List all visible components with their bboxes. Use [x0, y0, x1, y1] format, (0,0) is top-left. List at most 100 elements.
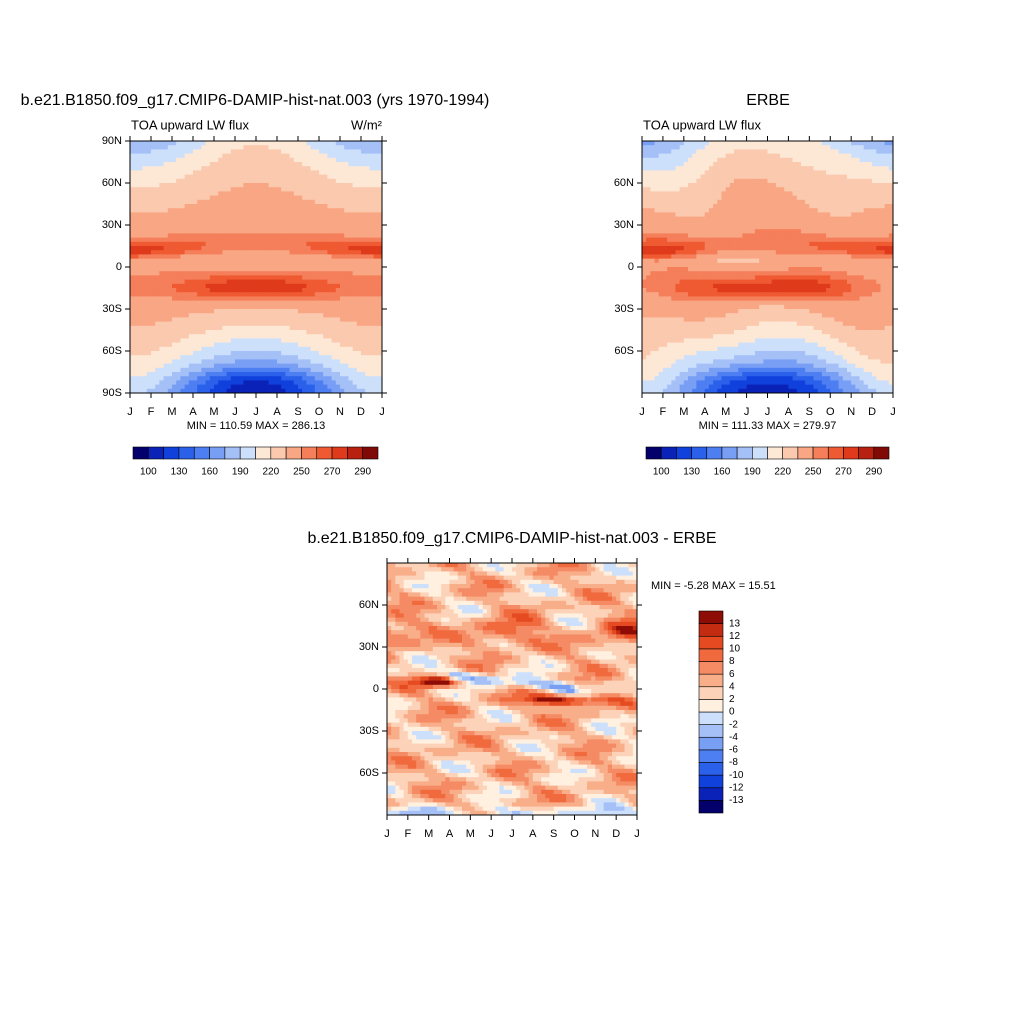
contour-cell [239, 363, 244, 369]
contour-cell [708, 279, 714, 285]
contour-cell [138, 296, 143, 301]
contour-cell [180, 166, 185, 171]
contour-cell [298, 241, 303, 247]
contour-cell [662, 296, 668, 301]
contour-cell [142, 376, 148, 381]
contour-cell [335, 359, 341, 364]
contour-cell [138, 153, 143, 159]
contour-cell [172, 380, 177, 385]
contour-cell [285, 359, 290, 364]
contour-cell [134, 229, 139, 234]
contour-cell [704, 283, 710, 289]
contour-cell [344, 271, 349, 276]
contour-cell [356, 384, 362, 390]
contour-cell [377, 317, 383, 322]
contour-cell [172, 229, 177, 234]
contour-cell [281, 208, 286, 213]
contour-cell [662, 212, 668, 217]
contour-cell [197, 275, 202, 280]
contour-cell [256, 229, 261, 234]
contour-cell [327, 153, 332, 159]
contour-cell [662, 250, 668, 255]
contour-cell [247, 157, 253, 163]
contour-cell [348, 262, 353, 268]
contour-cell [356, 183, 362, 188]
contour-cell [272, 355, 278, 360]
contour-cell [130, 271, 135, 276]
contour-cell [193, 187, 198, 192]
contour-cell [708, 304, 714, 310]
contour-cell [348, 153, 353, 159]
contour-cell [138, 262, 143, 268]
contour-cell [159, 241, 164, 247]
contour-cell [373, 153, 379, 159]
contour-cell [277, 212, 282, 217]
contour-cell [662, 334, 668, 339]
contour-cell [163, 384, 169, 390]
contour-cell [205, 149, 211, 154]
contour-cell [235, 170, 240, 175]
contour-cell [713, 279, 718, 285]
contour-cell [667, 212, 672, 217]
contour-cell [654, 304, 660, 310]
contour-cell [700, 141, 706, 146]
contour-cell [335, 330, 341, 335]
contour-cell [662, 162, 668, 167]
contour-cell [717, 241, 722, 247]
contour-cell [205, 195, 211, 201]
contour-cell [327, 237, 332, 243]
contour-cell [369, 330, 374, 335]
contour-cell [247, 229, 253, 234]
contour-cell [184, 388, 190, 394]
contour-cell [222, 187, 227, 192]
contour-cell [323, 149, 328, 154]
contour-cell [289, 145, 295, 150]
contour-cell [369, 162, 374, 167]
contour-cell [340, 216, 345, 222]
contour-cell [369, 351, 374, 356]
contour-cell [348, 313, 353, 318]
contour-cell [172, 363, 177, 369]
contour-cell [667, 338, 672, 343]
contour-cell [725, 384, 731, 390]
contour-cell [151, 174, 156, 180]
contour-cell [167, 208, 173, 213]
contour-cell [268, 246, 274, 251]
contour-cell [654, 321, 660, 327]
contour-cell [352, 191, 358, 196]
contour-cell [180, 359, 185, 364]
contour-cell [167, 296, 173, 301]
contour-cell [642, 212, 647, 217]
contour-cell [235, 250, 240, 255]
contour-cell [251, 317, 257, 322]
contour-cell [188, 157, 194, 163]
contour-cell [272, 191, 278, 196]
contour-cell [264, 199, 269, 205]
contour-cell [658, 258, 664, 264]
contour-cell [130, 237, 135, 243]
contour-cell [717, 380, 722, 385]
contour-cell [142, 250, 148, 255]
contour-cell [306, 191, 311, 196]
contour-cell [708, 292, 714, 297]
contour-cell [130, 334, 135, 339]
contour-cell [314, 157, 320, 163]
contour-cell [193, 237, 198, 243]
contour-cell [704, 153, 710, 159]
contour-cell [365, 279, 370, 285]
contour-cell [692, 225, 697, 230]
contour-cell [721, 258, 727, 264]
contour-cell [306, 346, 311, 352]
contour-cell [289, 296, 295, 301]
contour-cell [717, 376, 722, 381]
contour-cell [205, 162, 211, 167]
contour-cell [201, 267, 206, 272]
contour-cell [302, 250, 307, 255]
contour-cell [239, 388, 244, 394]
contour-cell [180, 334, 185, 339]
contour-cell [650, 325, 655, 331]
contour-cell [708, 153, 714, 159]
contour-cell [214, 153, 219, 159]
contour-cell [180, 162, 185, 167]
contour-cell [298, 220, 303, 226]
